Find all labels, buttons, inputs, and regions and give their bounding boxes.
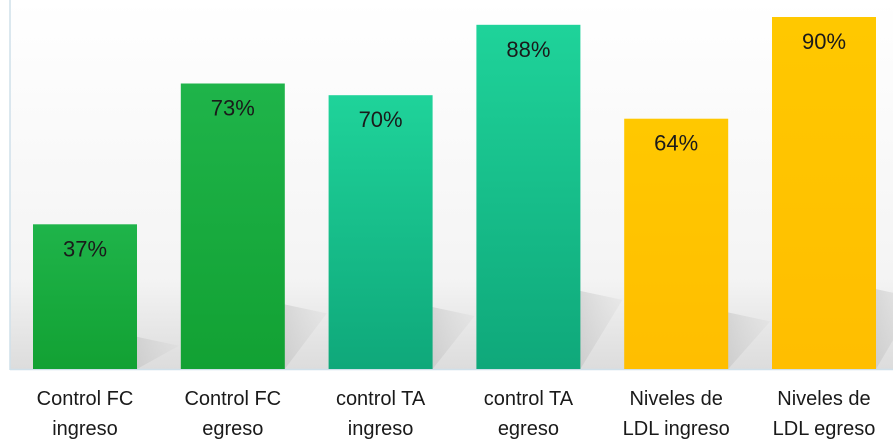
category-label: Niveles de LDL ingreso: [611, 384, 741, 444]
category-label-line: LDL egreso: [772, 418, 876, 440]
bar-value-label: 70%: [359, 107, 403, 132]
bar-value-label: 64%: [654, 131, 698, 156]
bar-value-label: 37%: [63, 236, 107, 261]
value-labels: 37% 73% 70% 88% 64% 90%: [63, 29, 846, 261]
bar-value-label: 73%: [211, 96, 255, 121]
bar: [772, 17, 876, 369]
bar-value-label: 90%: [802, 29, 846, 54]
category-label-line: Control FC: [36, 388, 134, 410]
bars: [33, 17, 876, 370]
category-label-line: ingreso: [52, 418, 118, 440]
category-label: control TA egreso: [463, 384, 593, 444]
category-label: control TA ingreso: [316, 384, 446, 444]
category-label-line: ingreso: [347, 418, 414, 440]
plot-background: [10, 0, 893, 370]
category-label-line: control TA: [335, 388, 426, 410]
bar-value-label: 88%: [506, 37, 550, 62]
category-label: Control FC ingreso: [20, 384, 150, 444]
bar: [624, 118, 729, 369]
category-label-line: LDL ingreso: [622, 418, 730, 440]
bar: [33, 224, 137, 369]
bar: [476, 24, 581, 370]
category-label: Control FC egreso: [168, 384, 298, 444]
category-label-line: egreso: [497, 418, 559, 440]
bar: [180, 83, 285, 369]
category-label-line: Niveles de: [777, 388, 871, 410]
category-label-line: Control FC: [184, 388, 282, 410]
category-label: Niveles de LDL egreso: [759, 384, 889, 444]
category-label-line: Niveles de: [629, 388, 723, 410]
category-label-line: egreso: [202, 418, 264, 440]
category-label-line: control TA: [483, 388, 574, 410]
bar: [328, 95, 433, 369]
